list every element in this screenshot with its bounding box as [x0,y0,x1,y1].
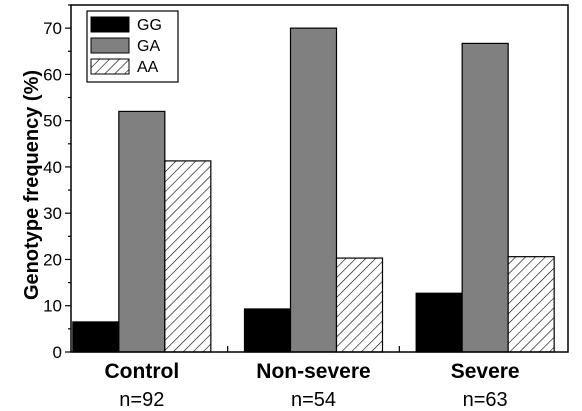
y-axis-label: Genotype frequency (%) [21,70,43,300]
y-axis: 0 10 20 30 40 50 60 70 [43,4,71,362]
y-tick-label: 30 [43,204,62,223]
legend-swatch-aa [90,58,130,75]
category-label: Non-severe [256,360,370,383]
y-tick-label: 60 [43,65,62,84]
category-count-label: n=92 [119,389,164,411]
legend-label-ga: GA [137,38,160,55]
y-tick-label: 70 [43,19,62,38]
y-tick-label: 0 [53,343,62,362]
bar-aa-control [164,160,212,353]
bar-aa-non-severe [335,257,384,353]
category-count-label: n=63 [463,389,508,411]
bar-gg-non-severe [243,308,292,353]
bar-gg-severe [415,292,463,353]
category-count-label: n=54 [291,389,336,411]
bar-aa-severe [507,256,555,353]
y-tick-label: 40 [43,158,62,177]
legend: GG GA AA [86,10,179,83]
bar-gg-control [72,321,120,353]
category-label: Control [105,360,180,383]
x-axis: Control n=92 Non-severe n=54 Severe n=63 [105,346,520,411]
y-tick-label: 20 [43,250,62,269]
bar-ga-control [118,110,166,353]
bar-ga-non-severe [289,27,338,353]
legend-swatch-ga [90,37,130,54]
legend-label-aa: AA [137,59,159,76]
legend-swatch-gg [90,16,130,33]
bar-ga-severe [461,42,509,353]
y-tick-label: 10 [43,297,62,316]
plot-frame [70,4,569,353]
legend-label-gg: GG [137,17,162,34]
bars-layer [72,27,555,353]
y-tick-label: 50 [43,112,62,131]
category-label: Severe [451,360,520,383]
